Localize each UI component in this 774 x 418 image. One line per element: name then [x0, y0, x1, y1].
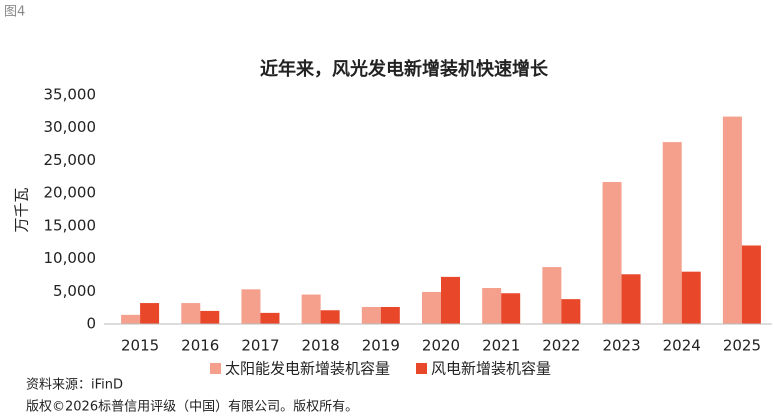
bar — [722, 116, 742, 324]
bar — [301, 294, 321, 324]
legend-swatch — [416, 363, 427, 374]
x-tick-label: 2023 — [602, 337, 640, 355]
y-tick-label: 15,000 — [44, 216, 97, 234]
bar — [380, 306, 400, 324]
y-tick-label: 25,000 — [44, 151, 97, 169]
chart-title: 近年来，风光发电新增装机快速增长 — [260, 58, 549, 80]
bar — [241, 289, 261, 324]
x-tick-label: 2016 — [181, 337, 219, 355]
x-tick-label: 2019 — [362, 337, 400, 355]
bar — [361, 306, 381, 324]
bar — [422, 291, 441, 324]
bar — [140, 303, 160, 324]
bar — [542, 267, 562, 324]
bar — [260, 312, 280, 324]
bar — [181, 303, 201, 324]
y-tick-label: 10,000 — [44, 249, 97, 267]
x-tick-label: 2022 — [542, 337, 580, 355]
y-tick-label: 0 — [86, 315, 96, 333]
x-tick-label: 2021 — [482, 337, 520, 355]
y-tick-label: 20,000 — [44, 184, 97, 202]
y-axis-label: 万千瓦 — [13, 187, 31, 232]
x-tick-label: 2018 — [302, 337, 340, 355]
x-tick-label: 2024 — [663, 337, 701, 355]
bar — [561, 299, 581, 324]
bar — [200, 310, 220, 324]
bar — [501, 293, 521, 324]
copyright: 版权©2026标普信用评级（中国）有限公司。版权所有。 — [26, 399, 358, 415]
x-tick-label: 2017 — [241, 337, 279, 355]
bar — [602, 182, 622, 324]
x-tick-label: 2025 — [723, 337, 761, 355]
bar — [681, 271, 701, 324]
y-tick-label: 5,000 — [53, 282, 96, 300]
legend-swatch — [210, 363, 221, 374]
legend-label: 风电新增装机容量 — [431, 360, 551, 378]
x-tick-label: 2020 — [422, 337, 460, 355]
figure-label: 图4 — [4, 5, 25, 20]
bar — [121, 314, 141, 324]
bar — [482, 288, 502, 324]
y-tick-label: 30,000 — [44, 118, 97, 136]
bar — [662, 142, 682, 324]
legend-label: 太阳能发电新增装机容量 — [225, 360, 390, 378]
bar — [320, 310, 340, 324]
x-tick-label: 2015 — [121, 337, 159, 355]
bar — [621, 274, 641, 324]
bar — [441, 276, 460, 324]
y-tick-label: 35,000 — [44, 86, 97, 104]
source: 资料来源：iFinD — [26, 378, 123, 393]
bar — [741, 245, 761, 324]
